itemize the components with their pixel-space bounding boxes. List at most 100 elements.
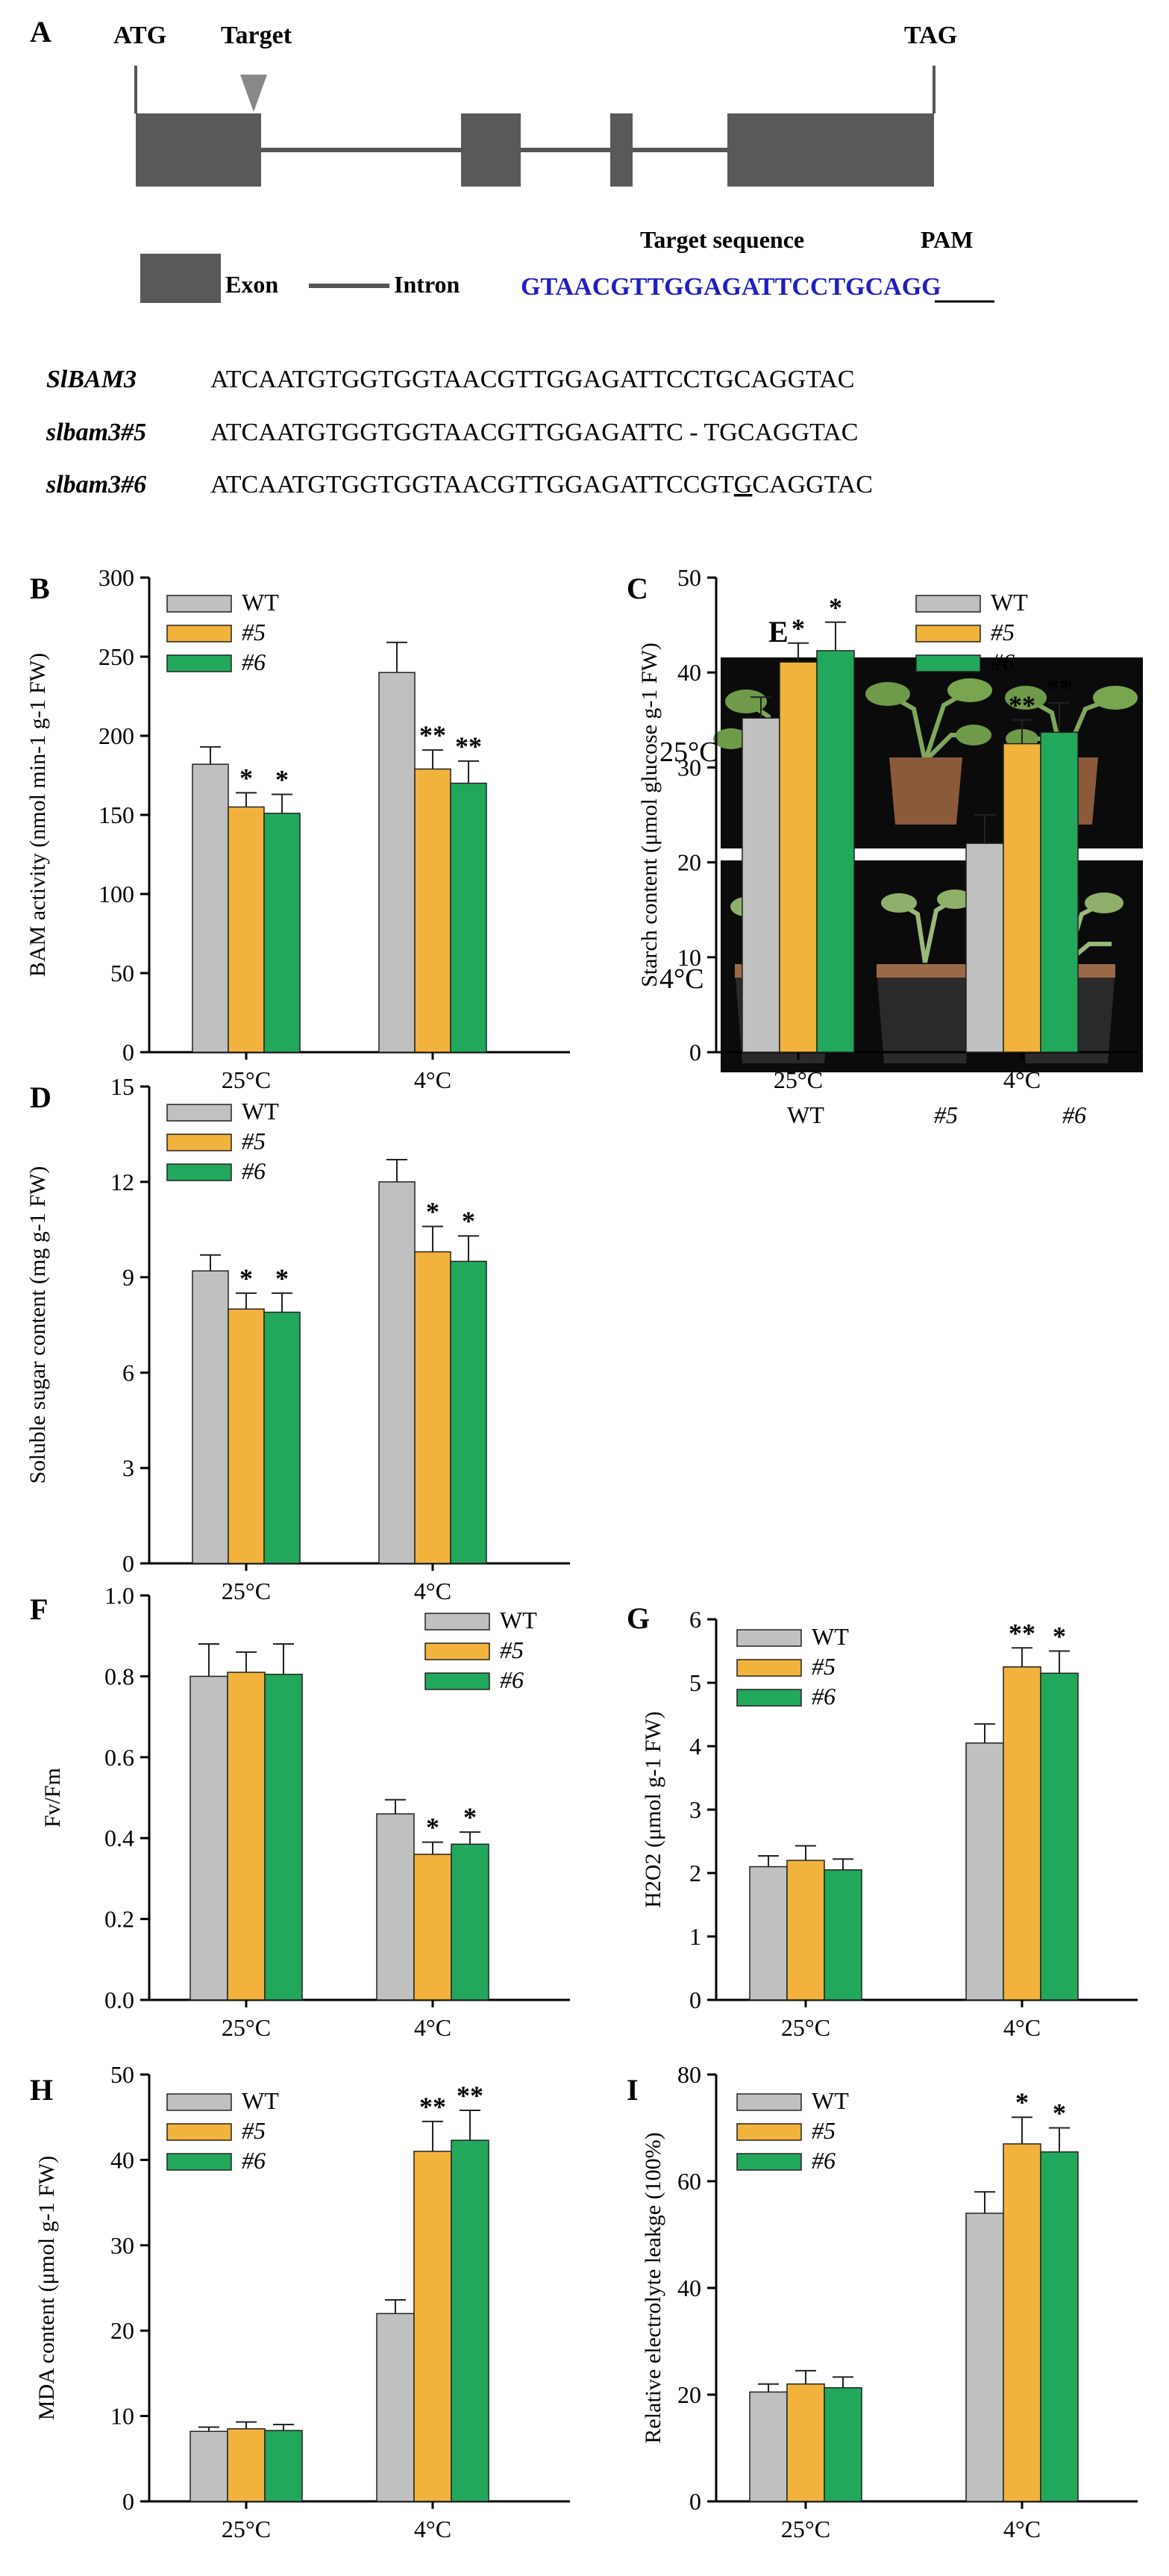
bar-line6-4c — [1040, 731, 1079, 1053]
y-tick-label: 0.8 — [104, 1663, 134, 1689]
x-tick-label: 4°C — [1003, 2516, 1041, 2542]
bar-line6-4c — [450, 1260, 487, 1564]
tag-label: TAG — [904, 22, 957, 49]
x-tick-label: 4°C — [414, 2516, 451, 2542]
exon-1 — [136, 113, 261, 187]
y-axis-label: Relative electrolyte leakge (100%) — [641, 2132, 665, 2443]
x-tick-label: 25°C — [781, 2516, 830, 2542]
seq-row-6-pre: ATCAATGTGGTGGTAACGTTGGAGATTCCGT — [210, 471, 734, 498]
legend-swatch — [424, 1642, 490, 1660]
legend-swatch — [166, 595, 232, 613]
bar-WT-4c — [965, 2213, 1004, 2502]
y-tick-label: 0 — [689, 1039, 701, 1066]
y-tick-label: 50 — [677, 564, 701, 591]
exon-legend-swatch — [140, 254, 221, 303]
legend-swatch — [736, 2123, 802, 2141]
panel-letter-g: G — [627, 1601, 650, 1635]
legend-label: WT — [991, 589, 1028, 616]
legend-swatch — [915, 625, 981, 643]
significance-mark: * — [426, 1196, 439, 1226]
legend-swatch — [166, 1134, 232, 1151]
legend-label: #6 — [991, 648, 1015, 675]
legend-label: WT — [500, 1607, 537, 1634]
bar-line5-4c — [1003, 1666, 1041, 2001]
bar-WT-25c — [192, 763, 229, 1053]
significance-mark: ** — [419, 720, 446, 750]
target-sequence-label: Target sequence — [640, 226, 804, 253]
bar-line6-25c — [824, 1869, 862, 2001]
chart-i: I 0 20 40 60 80 Relative electrolyte leakge (1… — [627, 2061, 1138, 2542]
y-tick-label: 250 — [98, 643, 134, 670]
x-tick-label: 25°C — [781, 2014, 830, 2041]
bar-line5-25c — [228, 806, 265, 1053]
legend-label: #6 — [242, 648, 266, 675]
bar-line6-25c — [816, 650, 855, 1053]
panel-letter-a: A — [30, 15, 51, 49]
bar-line6-4c — [450, 782, 487, 1053]
chart-h: H 0 10 20 30 40 50 MDA content (μmol g-1 FW) 25°… — [30, 2061, 570, 2542]
y-tick-label: 40 — [110, 2146, 134, 2173]
bar-WT-4c — [378, 672, 416, 1053]
legend-swatch — [166, 1163, 232, 1181]
panel-letter-d: D — [30, 1081, 51, 1114]
significance-mark: ** — [455, 731, 482, 761]
x-tick-label: 4°C — [414, 1578, 451, 1604]
legend-label: WT — [242, 1098, 279, 1125]
y-axis-label: Starch content (μmol glucose g-1 FW) — [637, 643, 662, 987]
bar-WT-25c — [742, 717, 780, 1053]
y-tick-label: 6 — [689, 1606, 701, 1633]
panel-letter-b: B — [30, 572, 50, 605]
y-tick-label: 0 — [122, 1039, 134, 1066]
y-tick-label: 30 — [110, 2232, 134, 2259]
y-tick-label: 40 — [677, 2275, 701, 2301]
y-tick-label: 1 — [689, 1923, 701, 1950]
x-tick-label: 25°C — [774, 1066, 823, 1093]
pam-label: PAM — [921, 226, 973, 253]
exon-2 — [461, 113, 521, 187]
bar-line5-4c — [1003, 2143, 1041, 2502]
legend-label: #6 — [812, 2147, 836, 2174]
legend-swatch — [166, 2093, 232, 2111]
significance-mark: * — [829, 593, 842, 622]
legend-swatch — [736, 2153, 802, 2171]
bar-line5-4c — [413, 2151, 452, 2502]
photo-row-label-4: 4°C — [659, 963, 704, 995]
legend-swatch — [736, 1659, 802, 1677]
y-tick-label: 40 — [677, 659, 701, 686]
panel-letter-e: E — [768, 615, 789, 648]
y-tick-label: 200 — [98, 722, 134, 749]
legend-label: WT — [812, 1623, 849, 1650]
seq-row-6-post: CAGGTAC — [752, 471, 873, 498]
y-tick-label: 80 — [677, 2061, 701, 2088]
x-tick-label: 4°C — [1003, 2014, 1041, 2041]
y-tick-label: 10 — [677, 944, 701, 971]
significance-mark: * — [275, 1263, 289, 1293]
target-triangle-icon — [240, 75, 267, 112]
panel-letter-c: C — [627, 572, 648, 605]
legend-label: #5 — [812, 2117, 836, 2144]
y-tick-label: 0 — [689, 2488, 701, 2515]
x-tick-label: 25°C — [222, 1066, 271, 1093]
significance-mark: ** — [457, 2081, 483, 2110]
plant-4-5 — [877, 890, 974, 1063]
significance-mark: * — [1053, 1622, 1066, 1651]
target-sequence: GTAACGTTGGAGATTCCTGCAGG — [521, 273, 941, 301]
y-axis-label: BAM activity (nmol min-1 g-1 FW) — [25, 653, 50, 977]
legend-label: WT — [242, 2087, 279, 2114]
bar-line5-25c — [786, 2383, 825, 2502]
legend-swatch — [166, 2153, 232, 2171]
y-tick-label: 0.6 — [104, 1744, 134, 1771]
x-tick-label: 4°C — [414, 1066, 451, 1093]
chart-d: D 0 3 6 9 12 15 Soluble sugar content (mg g-1 F… — [25, 1073, 570, 1604]
significance-mark: * — [1053, 2098, 1066, 2128]
legend-swatch — [424, 1613, 490, 1631]
bar-WT-25c — [189, 1675, 228, 2001]
y-tick-label: 0.4 — [104, 1825, 134, 1851]
legend-label: #5 — [242, 2117, 266, 2144]
legend-swatch — [736, 2093, 802, 2111]
y-tick-label: 30 — [677, 754, 701, 781]
legend-swatch — [915, 595, 981, 613]
legend-label: #6 — [500, 1666, 524, 1693]
atg-label: ATG — [113, 22, 166, 49]
